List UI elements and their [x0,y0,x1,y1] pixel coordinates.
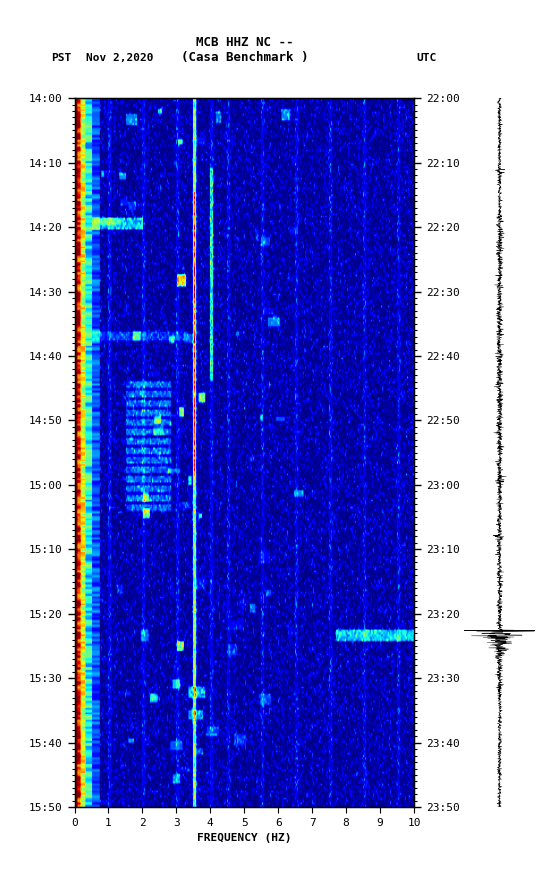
Text: UTC: UTC [417,53,437,63]
Text: MCB HHZ NC --: MCB HHZ NC -- [195,37,293,49]
Text: USGS: USGS [16,17,39,28]
X-axis label: FREQUENCY (HZ): FREQUENCY (HZ) [197,833,291,843]
Text: Nov 2,2020: Nov 2,2020 [86,53,153,63]
Text: (Casa Benchmark ): (Casa Benchmark ) [181,52,308,64]
Text: PST: PST [51,53,72,63]
